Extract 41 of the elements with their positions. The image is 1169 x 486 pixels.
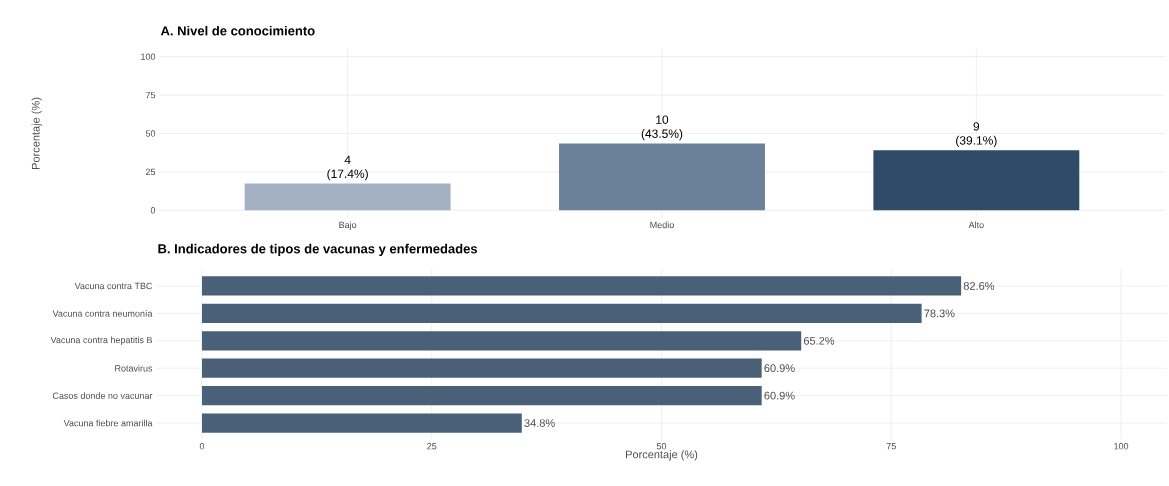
y-tick-label: Vacuna contra hepatitis B bbox=[50, 336, 152, 345]
y-tick-label: 75 bbox=[145, 91, 156, 99]
chart-title: A. Nivel de conocimiento bbox=[160, 25, 315, 36]
y-tick-label: Vacuna contra neumonía bbox=[52, 310, 153, 317]
data-label: 65.2% bbox=[803, 336, 835, 345]
y-tick-label: 0 bbox=[150, 207, 156, 214]
bar bbox=[873, 150, 1080, 211]
data-label: 60.9% bbox=[764, 364, 795, 373]
x-tick-label: Alto bbox=[968, 221, 984, 229]
y-tick-label: Rotavirus bbox=[115, 364, 153, 372]
bar bbox=[201, 331, 802, 351]
data-label: 9 (39.1%) bbox=[956, 122, 997, 148]
bar bbox=[201, 386, 762, 406]
y-tick-label: 25 bbox=[145, 168, 156, 176]
bar bbox=[201, 358, 762, 378]
chart-title: B. Indicadores de tipos de vacunas y enfermedades bbox=[158, 243, 478, 256]
data-label: 60.9% bbox=[764, 391, 795, 400]
y-tick-label: Vacuna fiebre amarilla bbox=[63, 419, 153, 427]
y-tick-label: 50 bbox=[145, 130, 156, 137]
x-tick-label: 100 bbox=[1114, 443, 1129, 450]
x-tick-label: 50 bbox=[656, 443, 667, 450]
x-tick-label: 25 bbox=[427, 443, 437, 450]
data-label: 82.6% bbox=[963, 282, 995, 290]
data-label: 78.3% bbox=[924, 309, 955, 318]
x-tick-label: Medio bbox=[650, 221, 674, 229]
x-tick-label: Bajo bbox=[339, 221, 357, 230]
x-axis-title: Porcentaje (%) bbox=[626, 450, 698, 461]
bar bbox=[244, 183, 451, 211]
bar bbox=[201, 303, 922, 323]
data-label: 34.8% bbox=[524, 419, 555, 427]
bar bbox=[559, 143, 765, 211]
y-tick-label: 100 bbox=[141, 53, 156, 60]
data-label: 4 (17.4%) bbox=[327, 155, 368, 181]
y-tick-label: Vacuna contra TBC bbox=[74, 282, 153, 290]
data-label: 10 (43.5%) bbox=[641, 115, 683, 141]
y-tick-label: Casos donde no vacunar bbox=[52, 392, 153, 399]
x-tick-label: 0 bbox=[199, 443, 205, 450]
bar bbox=[201, 413, 522, 433]
bar bbox=[201, 276, 962, 296]
x-tick-label: 75 bbox=[886, 443, 896, 450]
y-axis-title: Porcentaje (%) bbox=[31, 97, 42, 169]
